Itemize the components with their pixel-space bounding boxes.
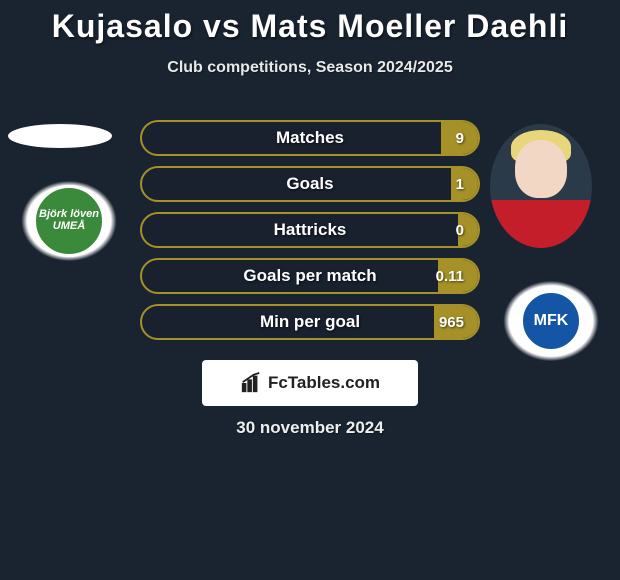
stat-label: Min per goal: [142, 306, 478, 338]
stat-row: Min per goal 965: [140, 304, 480, 340]
stat-label: Goals per match: [142, 260, 478, 292]
team1-badge: Björk löven UMEÅ: [18, 178, 120, 264]
player2-jersey: [490, 200, 592, 248]
stat-row: Goals 1: [140, 166, 480, 202]
page-title: Kujasalo vs Mats Moeller Daehli: [0, 0, 620, 45]
player2-head: [515, 140, 567, 198]
stat-value-right: 0.11: [436, 260, 464, 292]
stat-value-right: 1: [456, 168, 464, 200]
chart-icon: [240, 372, 262, 394]
source-badge: FcTables.com: [202, 360, 418, 406]
stat-label: Hattricks: [142, 214, 478, 246]
stat-value-right: 0: [456, 214, 464, 246]
subtitle: Club competitions, Season 2024/2025: [0, 59, 620, 77]
stat-row: Matches 9: [140, 120, 480, 156]
stat-label: Goals: [142, 168, 478, 200]
player1-avatar: [8, 124, 112, 148]
stat-row: Hattricks 0: [140, 212, 480, 248]
stat-row: Goals per match 0.11: [140, 258, 480, 294]
team2-badge-label: MFK: [520, 290, 582, 352]
stat-value-right: 9: [456, 122, 464, 154]
stats-area: Matches 9 Goals 1 Hattricks 0 Goals per …: [140, 120, 480, 350]
date-label: 30 november 2024: [0, 418, 620, 438]
player2-avatar: [490, 124, 592, 248]
stat-label: Matches: [142, 122, 478, 154]
team2-badge: MFK: [500, 278, 602, 364]
stat-value-right: 965: [439, 306, 464, 338]
source-label: FcTables.com: [268, 373, 380, 393]
team1-badge-label: Björk löven UMEÅ: [33, 185, 105, 257]
